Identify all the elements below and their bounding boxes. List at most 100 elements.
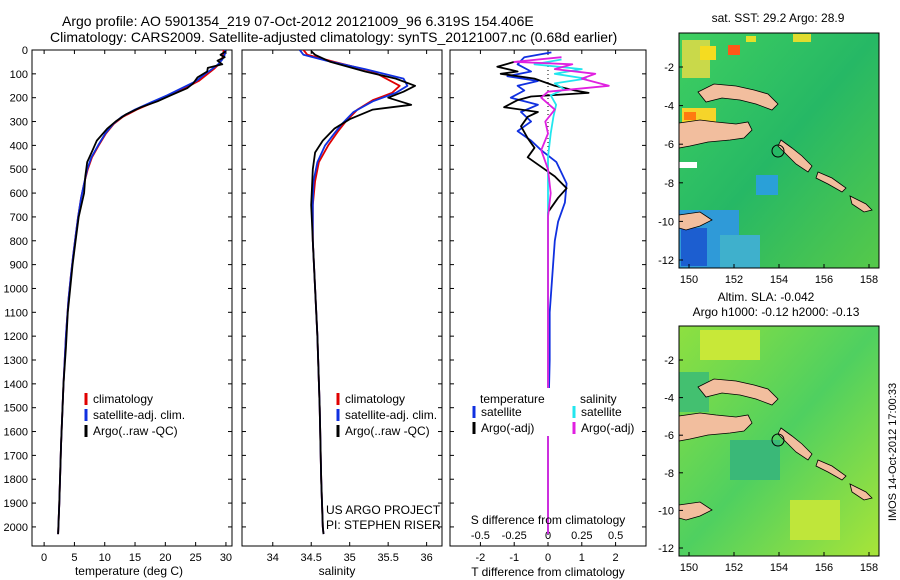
temperature-xlabel: temperature (deg C) bbox=[75, 564, 183, 578]
x-tick-label: 30 bbox=[220, 552, 232, 564]
temperature-axes bbox=[31, 49, 233, 547]
salinity-xlabel: salinity bbox=[319, 564, 356, 578]
credit-pi: PI: STEPHEN RISER bbox=[326, 518, 441, 532]
x-tick-label: 10 bbox=[99, 552, 111, 564]
map-y-tick-label: -6 bbox=[664, 139, 674, 151]
figure-title-line2: Climatology: CARS2009. Satellite-adjuste… bbox=[50, 29, 617, 45]
series-line-satellite-adj-clim bbox=[57, 50, 227, 535]
map-x-tick-label: 156 bbox=[815, 274, 833, 286]
map-ticks: 150 152 154 156 158 -2 -4 -6 -8 -10 -12 150 152 154 15… bbox=[658, 62, 878, 574]
sst-cool-patch bbox=[756, 175, 778, 195]
land-isabel bbox=[849, 483, 873, 501]
y-tick-label: 200 bbox=[10, 93, 28, 105]
map-y-tick-label: -4 bbox=[664, 101, 674, 113]
s-diff-tick-label: -0.25 bbox=[502, 530, 527, 542]
s-diff-tick-label: 0 bbox=[545, 530, 551, 542]
sst-yellow-spot-2 bbox=[793, 34, 811, 42]
y-tick-label: 1300 bbox=[4, 355, 28, 367]
sla-high-region bbox=[790, 500, 840, 540]
difference-lines bbox=[496, 51, 610, 535]
land-isabel bbox=[849, 195, 873, 213]
map-x-tick-label: 154 bbox=[770, 274, 788, 286]
legend-label-argo: Argo(..raw -QC) bbox=[345, 424, 430, 438]
series-line-temperature-argo-adj bbox=[496, 61, 590, 535]
series-line-temperature-satellite bbox=[506, 51, 568, 535]
x-tick-label: 35 bbox=[344, 552, 356, 564]
salinity-ticks: 34 34.5 35 35.5 36 bbox=[242, 49, 442, 564]
map-y-tick-label: -6 bbox=[664, 430, 674, 442]
land-bougainville bbox=[777, 427, 813, 461]
sst-red-spot bbox=[728, 45, 740, 55]
legend-s-satellite: satellite bbox=[581, 405, 622, 419]
y-tick-label: 800 bbox=[10, 236, 28, 248]
series-line-argo-raw-qc bbox=[310, 50, 417, 535]
y-tick-label: 1900 bbox=[4, 498, 28, 510]
sst-cold-patch bbox=[681, 228, 707, 266]
land-new-ireland bbox=[697, 378, 779, 406]
map-y-tick-label: -12 bbox=[658, 543, 674, 555]
s-diff-tick-label: -0.5 bbox=[471, 530, 490, 542]
x-tick-label: 34 bbox=[267, 552, 279, 564]
y-tick-label: 2000 bbox=[4, 522, 28, 534]
map-x-tick-label: 152 bbox=[725, 562, 743, 574]
map-y-tick-label: -2 bbox=[664, 62, 674, 74]
land-choiseul bbox=[815, 171, 847, 193]
y-tick-label: 1700 bbox=[4, 450, 28, 462]
sst-cool-edge bbox=[720, 235, 760, 268]
y-tick-label: 1400 bbox=[4, 379, 28, 391]
sla-high-patch bbox=[700, 330, 760, 360]
land-choiseul bbox=[815, 459, 847, 481]
x-tick-label: 1 bbox=[579, 552, 585, 564]
argo-location-marker bbox=[771, 433, 785, 447]
x-tick-label: 2 bbox=[613, 552, 619, 564]
land-new-britain bbox=[678, 412, 753, 442]
s-diff-tick-label: 0.25 bbox=[571, 530, 592, 542]
y-tick-label: 300 bbox=[10, 117, 28, 129]
map-top-title: sat. SST: 29.2 Argo: 28.9 bbox=[712, 11, 845, 25]
x-tick-label: 0 bbox=[41, 552, 47, 564]
legend-temperature-title: temperature bbox=[480, 392, 545, 406]
y-tick-label: 1000 bbox=[4, 283, 28, 295]
map-y-tick-label: -12 bbox=[658, 255, 674, 267]
x-tick-label: 15 bbox=[129, 552, 141, 564]
x-tick-label: 25 bbox=[190, 552, 202, 564]
sst-missing bbox=[679, 162, 697, 168]
series-line-argo-raw-qc bbox=[57, 50, 227, 535]
map-x-tick-label: 158 bbox=[860, 562, 878, 574]
legend-s-argo: Argo(-adj) bbox=[581, 421, 634, 435]
x-tick-label: -2 bbox=[476, 552, 486, 564]
map-y-tick-label: -2 bbox=[664, 355, 674, 367]
map-x-tick-label: 158 bbox=[860, 274, 878, 286]
map-x-tick-label: 154 bbox=[770, 562, 788, 574]
sla-low-region bbox=[730, 440, 780, 480]
x-tick-label: 5 bbox=[71, 552, 77, 564]
map-y-tick-label: -8 bbox=[664, 468, 674, 480]
map-bottom-title-2: Argo h1000: -0.12 h2000: -0.13 bbox=[693, 305, 860, 319]
legend-label-argo: Argo(..raw -QC) bbox=[93, 424, 178, 438]
map-x-tick-label: 156 bbox=[815, 562, 833, 574]
x-tick-label: 0 bbox=[545, 552, 551, 564]
legend-t-argo: Argo(-adj) bbox=[481, 421, 534, 435]
y-tick-label: 900 bbox=[10, 260, 28, 272]
y-tick-label: 600 bbox=[10, 188, 28, 200]
x-tick-label: 20 bbox=[159, 552, 171, 564]
legend-label-satellite: satellite-adj. clim. bbox=[93, 408, 185, 422]
salinity-axes bbox=[241, 49, 443, 547]
credit-project: US ARGO PROJECT bbox=[326, 503, 441, 517]
y-tick-label: 500 bbox=[10, 164, 28, 176]
legend-label-satellite: satellite-adj. clim. bbox=[345, 408, 437, 422]
x-tick-label: 35.5 bbox=[377, 552, 398, 564]
y-tick-label: 400 bbox=[10, 140, 28, 152]
x-tick-label: 36 bbox=[420, 552, 432, 564]
map-y-tick-label: -4 bbox=[664, 393, 674, 405]
y-tick-label: 1200 bbox=[4, 331, 28, 343]
legend-salinity-title: salinity bbox=[580, 392, 617, 406]
map-x-tick-label: 150 bbox=[680, 274, 698, 286]
map-y-tick-label: -8 bbox=[664, 178, 674, 190]
difference-xlabel: T difference from climatology bbox=[471, 565, 625, 579]
land-new-britain bbox=[678, 119, 753, 149]
salinity-lines bbox=[298, 50, 417, 535]
sst-orange-spot bbox=[684, 112, 696, 120]
s-diff-tick-label: 0.5 bbox=[608, 530, 623, 542]
